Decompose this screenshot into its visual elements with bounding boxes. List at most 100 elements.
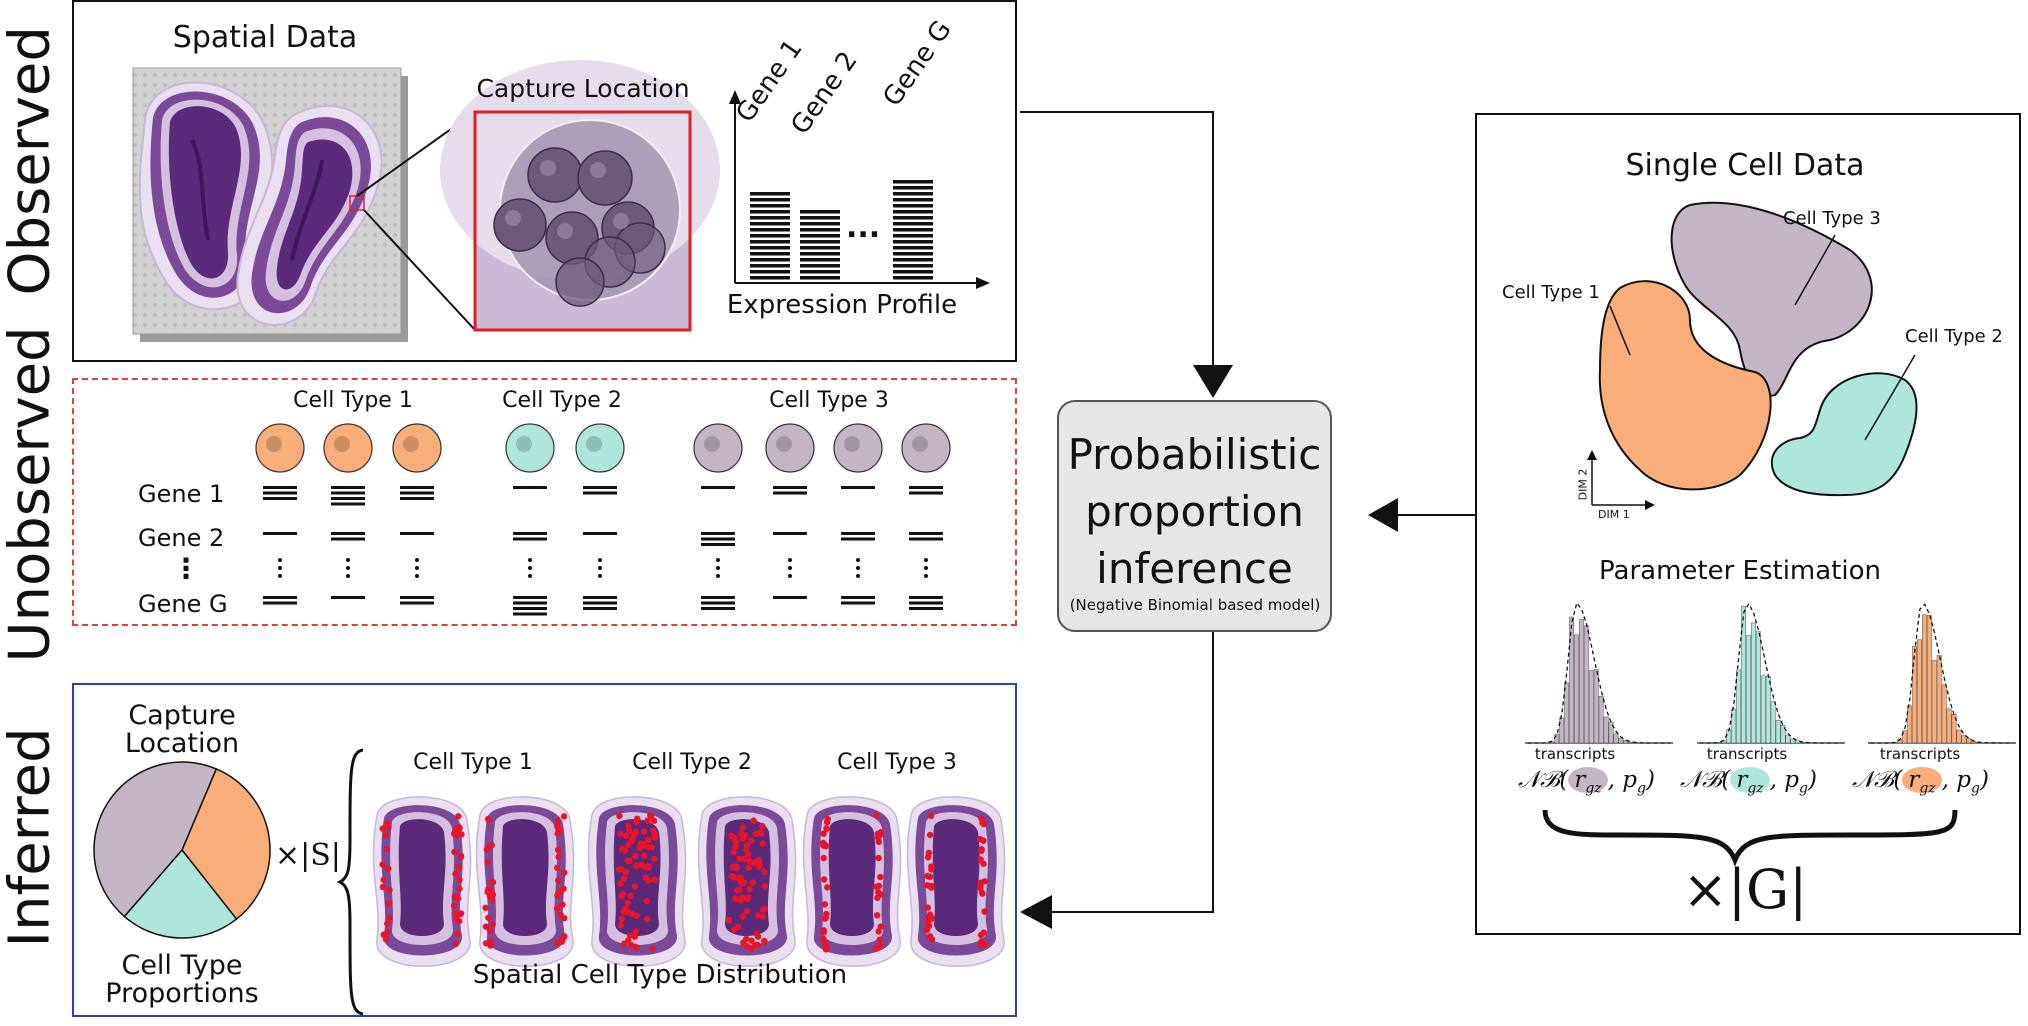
cell-location-dot (555, 853, 562, 861)
cell-location-dot (752, 830, 759, 838)
transcripts-label-3: transcripts (1879, 745, 1961, 763)
cell-location-dot (383, 820, 391, 828)
cell-location-dot (559, 935, 566, 943)
cell-location-dot (617, 880, 624, 887)
cell-location-dot (759, 822, 766, 830)
gene-bar-line (263, 486, 297, 489)
expression-bar-line (800, 240, 840, 244)
cell-location-dot (761, 882, 769, 890)
expression-bar-line (750, 240, 790, 244)
cell-location-dot (876, 936, 883, 943)
nb-formula-3: 𝒩ℬ(rgz, pg) (1852, 767, 1989, 797)
spatial-distribution-title: Spatial Cell Type Distribution (472, 960, 848, 990)
expression-bar-line (750, 270, 790, 274)
cell-type-proportions-label: Cell Type Proportions (105, 952, 258, 1008)
cell-icon (575, 423, 625, 473)
cell-location-dot (650, 855, 658, 862)
gene-bar-line (331, 537, 365, 541)
cell-location-dot (759, 913, 767, 920)
gene-bar-line (909, 607, 943, 610)
expression-bar-line (893, 228, 933, 232)
cell-location-dot (622, 832, 630, 839)
gene-bar-line (701, 537, 735, 541)
cell-location-dot (739, 913, 747, 920)
inferred-tissues (372, 796, 1006, 967)
cell-location-dot (618, 845, 626, 853)
cell-location-dot (631, 883, 638, 890)
cell-location-dot (452, 910, 459, 917)
cell-location-dot (384, 920, 391, 927)
gene-bar-line (701, 543, 735, 546)
gene-bar-line (701, 607, 735, 610)
cell-location-dot (754, 942, 762, 949)
cell-location-dot (385, 900, 393, 908)
expression-bar-line (893, 234, 933, 238)
hist-bar (1603, 716, 1609, 744)
cell-location-dot (926, 932, 934, 940)
ellipsis-dot (788, 566, 792, 570)
cell-location-dot (761, 937, 768, 945)
expression-bar-line (800, 234, 840, 238)
dim2-label: DIM 2 (1576, 468, 1590, 501)
cell-icon (765, 423, 815, 473)
cell-location-dot (977, 884, 984, 892)
ellipsis-dot (856, 558, 860, 562)
cell-location-dot (457, 910, 464, 918)
model-line-2: proportion (1085, 487, 1304, 536)
cell-location-dot (732, 838, 739, 845)
cell-location-dot (877, 923, 884, 930)
cell-nucleus (586, 436, 602, 452)
cell-location-dot (553, 905, 561, 912)
cell-location-dot (875, 882, 883, 890)
gene-bar-line (583, 532, 617, 535)
gene-bar-line (331, 532, 365, 535)
cell-location-dot (638, 861, 645, 869)
capture-location-zoom (440, 60, 720, 332)
cell-location-dot (651, 834, 659, 841)
cell-location-dot (626, 932, 634, 939)
ellipsis-dot (528, 574, 532, 578)
model-line-1: Probabilistic (1067, 430, 1322, 479)
cell-location-dot (624, 899, 632, 907)
cell-nucleus (844, 436, 860, 452)
cell-location-dot (742, 846, 750, 853)
cell-location-dot (744, 908, 751, 915)
ellipsis-dot (346, 574, 350, 578)
unobs-cell-type-3: Cell Type 3 (769, 388, 889, 413)
inferred-tissue (587, 796, 687, 967)
cell-location-dot (746, 885, 753, 893)
cell-location-dot (875, 854, 882, 862)
ellipsis-dot (415, 566, 419, 570)
hist-bar (1731, 708, 1737, 744)
cell-location-dot (640, 840, 648, 848)
cell-location-dot (632, 928, 640, 935)
gene-bar-line (583, 491, 617, 495)
cell-location-dot (624, 908, 631, 915)
cell-location-dot (484, 858, 491, 866)
expression-bar-line (893, 198, 933, 202)
cell-icon (392, 423, 442, 473)
hist-bar (1598, 696, 1604, 744)
ellipsis-dot (415, 558, 419, 562)
hist-bar (1746, 635, 1751, 744)
ellipsis-dot (716, 566, 720, 570)
param-estimation-title: Parameter Estimation (1599, 556, 1881, 586)
cell-location-dot (923, 926, 931, 934)
cell-location-dot (482, 940, 490, 947)
expression-bar-line (800, 216, 840, 220)
cell-location-dot (977, 879, 984, 886)
tissue-left (138, 81, 274, 311)
cell-location-dot (559, 901, 566, 908)
ellipsis-dot (278, 566, 282, 570)
expression-bar-line (750, 192, 790, 196)
gene-bar-line (773, 532, 807, 535)
cell-location-dot (632, 862, 640, 870)
cell-location-dot (645, 877, 652, 884)
inferred-brace (336, 748, 364, 1016)
cell-location-dot (622, 868, 630, 876)
cell-location-dot (647, 812, 655, 820)
gene-bar-line (841, 601, 875, 605)
expression-bar-line (893, 276, 933, 280)
proportions-line-2: Proportions (105, 978, 259, 1009)
cell-icon (505, 423, 555, 473)
